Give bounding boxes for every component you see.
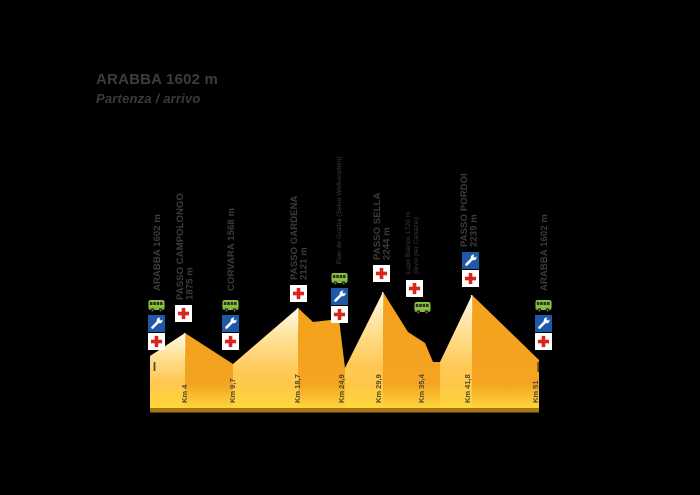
climb-gardena-face: [233, 308, 298, 408]
pass-label: PASSO CAMPOLONGO: [175, 193, 186, 300]
medical-assistance-icon: [290, 285, 307, 302]
pass-label: PASSO GARDENA: [289, 195, 300, 280]
mechanical-assistance-icon: [148, 315, 165, 332]
peak-seam-pordoi: [470, 295, 473, 322]
km-marker-label: Km 35,4: [417, 373, 426, 403]
pass-label: 2239 m: [469, 214, 480, 247]
pass-label: ARABBA 1602 m: [152, 214, 163, 291]
km-marker-label: Km 41,8: [463, 374, 472, 403]
climb-sella-face: [345, 292, 383, 408]
mechanical-assistance-icon: [535, 315, 552, 332]
medical-assistance-icon: [535, 333, 552, 350]
peak-seam-sella: [381, 292, 384, 319]
baseline-glow: [150, 384, 539, 408]
chart-title: ARABBA 1602 m: [96, 71, 219, 88]
pass-label: 2121 m: [299, 247, 310, 280]
pass-label: CORVARA 1568 m: [226, 208, 237, 291]
start-elevation-tick: [153, 362, 156, 371]
shuttle-bus-icon: [148, 300, 165, 313]
mechanical-assistance-icon: [462, 252, 479, 269]
km-marker-label: Km 24,9: [337, 374, 346, 403]
medical-assistance-icon: [148, 333, 165, 350]
medical-assistance-icon: [175, 305, 192, 322]
peak-seam-gardena: [296, 308, 299, 335]
km-marker-label: Km 9,7: [228, 378, 237, 403]
shuttle-bus-icon: [414, 302, 431, 315]
pass-label: PASSO SELLA: [372, 193, 383, 260]
medical-assistance-icon: [373, 265, 390, 282]
pass-label: Lupo Bianco 1720 m: [405, 211, 412, 274]
medical-assistance-icon: [462, 270, 479, 287]
base-strip: [150, 408, 539, 413]
descent-sella-face: [383, 292, 440, 408]
medical-assistance-icon: [331, 306, 348, 323]
km-marker-label: Km 18,7: [293, 374, 302, 403]
end-elevation-tick: [537, 362, 540, 372]
medical-assistance-icon: [222, 333, 239, 350]
pass-label: PASSO PORDOI: [459, 173, 470, 247]
km-marker-label: Km 51: [531, 380, 540, 403]
descent-pordoi-face: [472, 295, 539, 408]
pass-label: (bivio per Canazei): [413, 217, 420, 274]
shuttle-bus-icon: [331, 273, 348, 286]
pass-label: Plan de Gralba (Selva Wolkenstein): [336, 156, 343, 264]
pass-label: 1875 m: [185, 267, 196, 300]
medical-assistance-icon: [406, 280, 423, 297]
km-marker-label: Km 4: [180, 384, 189, 403]
shuttle-bus-icon: [535, 300, 552, 313]
km-marker-label: Km 29,9: [374, 374, 383, 403]
climb-pordoi-face: [440, 295, 472, 408]
mechanical-assistance-icon: [331, 288, 348, 305]
mechanical-assistance-icon: [222, 315, 239, 332]
shuttle-bus-icon: [222, 300, 239, 313]
peak-seam-campolongo: [183, 333, 186, 360]
descent-gardena-face: [298, 308, 345, 408]
chart-subtitle: Partenza / arrivo: [96, 91, 201, 106]
title-block: ARABBA 1602 m Partenza / arrivo: [96, 71, 218, 106]
mountain-profile: [150, 292, 540, 413]
pass-label: 2244 m: [382, 227, 393, 260]
pass-label: ARABBA 1602 m: [539, 214, 550, 291]
